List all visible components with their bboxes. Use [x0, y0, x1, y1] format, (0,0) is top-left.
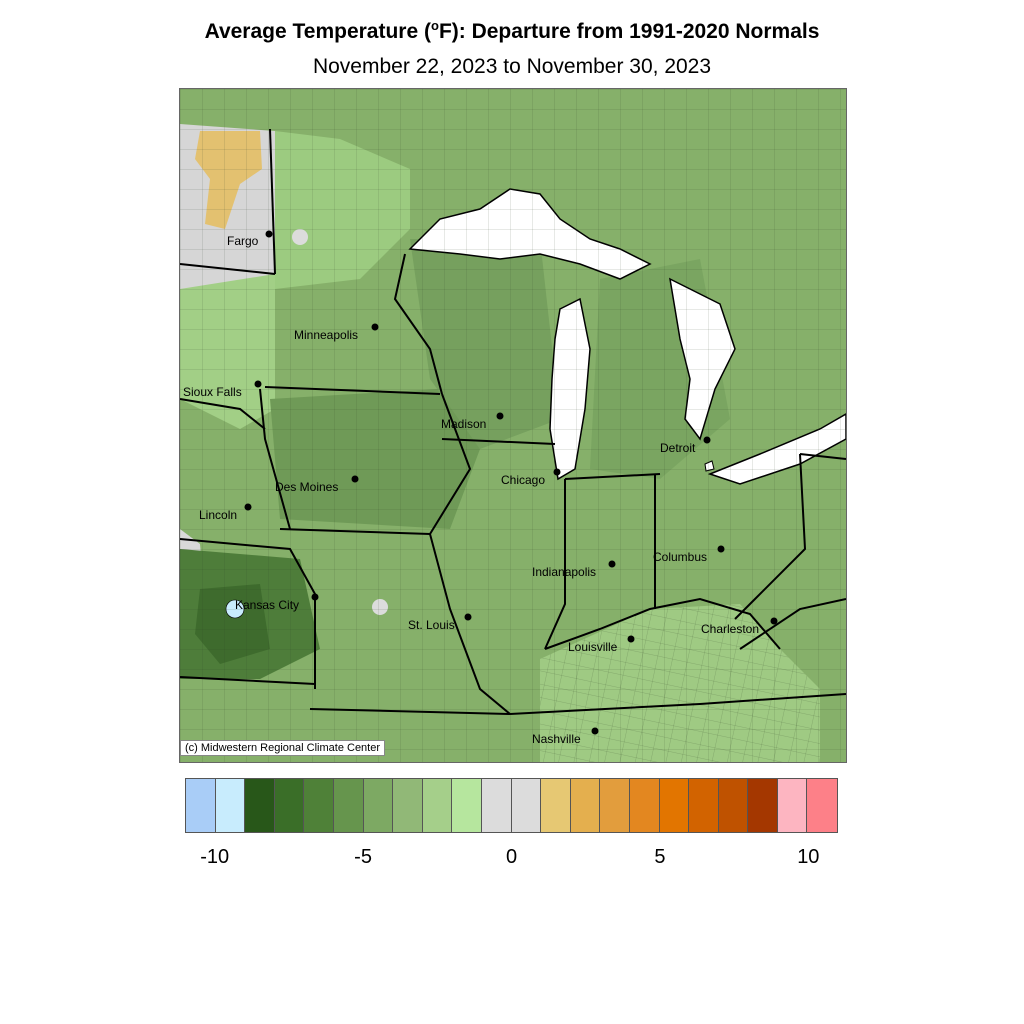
city-dot — [311, 593, 319, 601]
legend-swatch — [215, 779, 246, 832]
city-label: Nashville — [532, 732, 581, 746]
border-oh-wv — [734, 453, 807, 620]
city-dot — [371, 323, 379, 331]
legend-swatch — [689, 779, 719, 832]
city-dot — [265, 230, 273, 238]
map-title: Average Temperature (oF): Departure from… — [204, 18, 820, 43]
legend-tick-label: 5 — [654, 846, 666, 868]
city-label: Indianapolis — [532, 565, 596, 579]
city-dot — [703, 436, 711, 444]
city-label: Charleston — [701, 622, 759, 636]
border-mi-in — [564, 473, 661, 480]
legend-swatch — [570, 779, 601, 832]
border-ks-ok — [180, 676, 316, 685]
city-label: Kansas City — [235, 598, 299, 612]
city-label: Louisville — [568, 640, 618, 654]
map-subtitle: November 22, 2023 to November 30, 2023 — [312, 55, 712, 78]
legend-swatch — [659, 779, 690, 832]
border-mn-wi — [393, 253, 443, 395]
city-label: Detroit — [660, 441, 696, 455]
city-label: St. Louis — [408, 618, 455, 632]
city-label: Madison — [441, 417, 486, 431]
city-label: Chicago — [501, 473, 545, 487]
border-il-in — [544, 479, 566, 650]
city-dot — [254, 380, 262, 388]
border-mo-il — [429, 533, 511, 715]
legend-swatch — [748, 779, 778, 832]
city-dot — [496, 412, 504, 420]
border-ia-il — [429, 393, 472, 535]
city-label: Lincoln — [199, 508, 237, 522]
legend-swatch — [452, 779, 482, 832]
legend-tick-label: 10 — [797, 846, 820, 868]
city-dot — [770, 617, 778, 625]
map-panel: Fargo Minneapolis Sioux Falls Madison De… — [179, 88, 847, 763]
legend-swatch — [186, 779, 216, 832]
city-dot — [717, 545, 725, 553]
legend-swatch — [511, 779, 542, 832]
state-borders — [180, 128, 846, 715]
border-va-nc — [739, 598, 846, 650]
legend-tick-label: 0 — [505, 846, 518, 868]
legend-swatch — [393, 779, 423, 832]
border-sd-ne — [180, 398, 266, 430]
border-nd-sd — [180, 263, 276, 275]
credit-text: (c) Midwestern Regional Climate Center — [180, 740, 386, 756]
border-ia-mo — [279, 528, 431, 535]
legend-swatch — [600, 779, 630, 832]
city-label: Columbus — [653, 550, 707, 564]
legend-swatch — [718, 779, 749, 832]
city-dot — [627, 635, 635, 643]
legend-swatch — [245, 779, 275, 832]
legend-swatch — [422, 779, 453, 832]
border-ky-tn — [509, 693, 846, 715]
city-label: Sioux Falls — [183, 385, 242, 399]
city-label: Des Moines — [275, 480, 338, 494]
legend-swatch — [807, 779, 838, 832]
city-dot — [553, 468, 561, 476]
color-legend — [185, 778, 839, 833]
city-label: Fargo — [227, 234, 259, 248]
border-nd-mn — [269, 128, 276, 275]
legend-swatch — [481, 779, 512, 832]
city-markers: Fargo Minneapolis Sioux Falls Madison De… — [183, 230, 778, 746]
legend-swatch — [333, 779, 364, 832]
city-label: Minneapolis — [294, 328, 358, 342]
border-wi-il — [441, 438, 556, 445]
border-mn-ia — [264, 386, 441, 395]
border-ks-mo — [180, 538, 316, 689]
legend-swatch — [541, 779, 571, 832]
city-dot — [608, 560, 616, 568]
border-mo-ar — [309, 708, 511, 715]
city-dot — [591, 727, 599, 735]
city-dot — [244, 503, 252, 511]
legend-tick-label: -10 — [200, 846, 230, 868]
border-ia-ne — [259, 388, 291, 530]
legend-swatch — [304, 779, 334, 832]
temperature-departure-map: Fargo Minneapolis Sioux Falls Madison De… — [180, 89, 846, 762]
legend-tick-label: -5 — [354, 846, 372, 868]
border-oh-pa — [799, 453, 846, 460]
legend-swatch — [363, 779, 394, 832]
legend-swatch — [629, 779, 660, 832]
border-ohio-river — [544, 597, 781, 650]
legend-swatch — [274, 779, 305, 832]
legend-swatch — [777, 779, 808, 832]
city-dot — [351, 475, 359, 483]
city-dot — [464, 613, 472, 621]
